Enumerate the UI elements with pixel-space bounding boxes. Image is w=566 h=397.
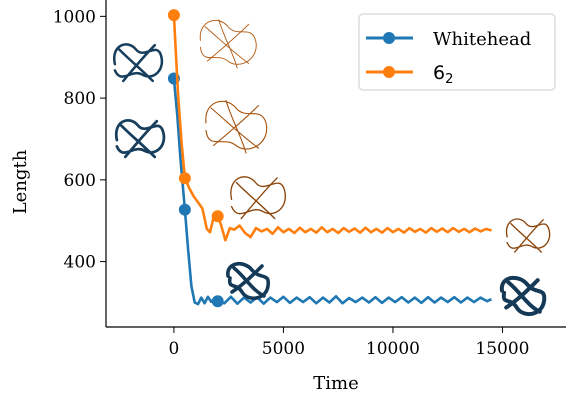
y-tick-label: 600	[64, 171, 96, 191]
x-tick-label: 5000	[262, 339, 305, 359]
knot-illustrations	[112, 19, 551, 316]
series-marker-whitehead	[211, 295, 224, 308]
knot-6-2-mid-strand	[230, 176, 286, 220]
series-marker-6-2	[211, 210, 224, 223]
knot-6-2-mid	[230, 176, 286, 220]
knot-6-2-initial-strand	[199, 19, 257, 69]
legend-marker-whitehead	[383, 32, 395, 44]
legend-box	[358, 13, 556, 91]
knot-whitehead-final-strand	[499, 275, 547, 316]
knot-6-2-early	[205, 99, 268, 154]
knot-whitehead-initial	[112, 43, 164, 83]
legend-label-6-2-sub: 2	[445, 72, 453, 87]
legend-marker-6-2	[383, 66, 395, 78]
knot-whitehead-final	[499, 275, 547, 316]
series-marker-whitehead	[178, 203, 191, 216]
y-tick-label: 1000	[53, 7, 96, 27]
knot-6-2-early-strand	[205, 99, 268, 154]
x-axis-title: Time	[313, 373, 358, 394]
legend-label-6-2: 62	[433, 62, 453, 87]
y-tick-label: 400	[64, 253, 96, 273]
knot-whitehead-early	[114, 119, 166, 159]
axes-frame	[105, 0, 566, 328]
knot-whitehead-early-strand	[114, 119, 166, 159]
ticks-layer: 0 5000 10000 15000 400 600 800 1000	[53, 7, 530, 359]
legend-label-whitehead: Whitehead	[433, 29, 531, 50]
legend-label-6-2-main: 6	[433, 62, 445, 84]
y-axis-title: Length	[10, 149, 31, 214]
knot-whitehead-initial-strand	[112, 43, 164, 83]
y-tick-label: 800	[64, 89, 96, 109]
knot-6-2-final-strand	[505, 218, 551, 253]
x-tick-label: 15000	[475, 339, 529, 359]
series-marker-6-2	[167, 9, 180, 22]
knot-6-2-initial	[199, 19, 257, 69]
series-layer	[167, 9, 493, 308]
knot-6-2-final	[505, 218, 551, 253]
series-marker-6-2	[178, 172, 191, 185]
knot-whitehead-mid	[226, 262, 271, 300]
x-tick-label: 10000	[366, 339, 420, 359]
series-line-whitehead	[172, 78, 493, 306]
knot-whitehead-mid-strand	[226, 262, 271, 300]
x-tick-label: 0	[168, 339, 179, 359]
series-line-6-2	[172, 15, 492, 242]
legend: Whitehead 62	[358, 13, 556, 91]
